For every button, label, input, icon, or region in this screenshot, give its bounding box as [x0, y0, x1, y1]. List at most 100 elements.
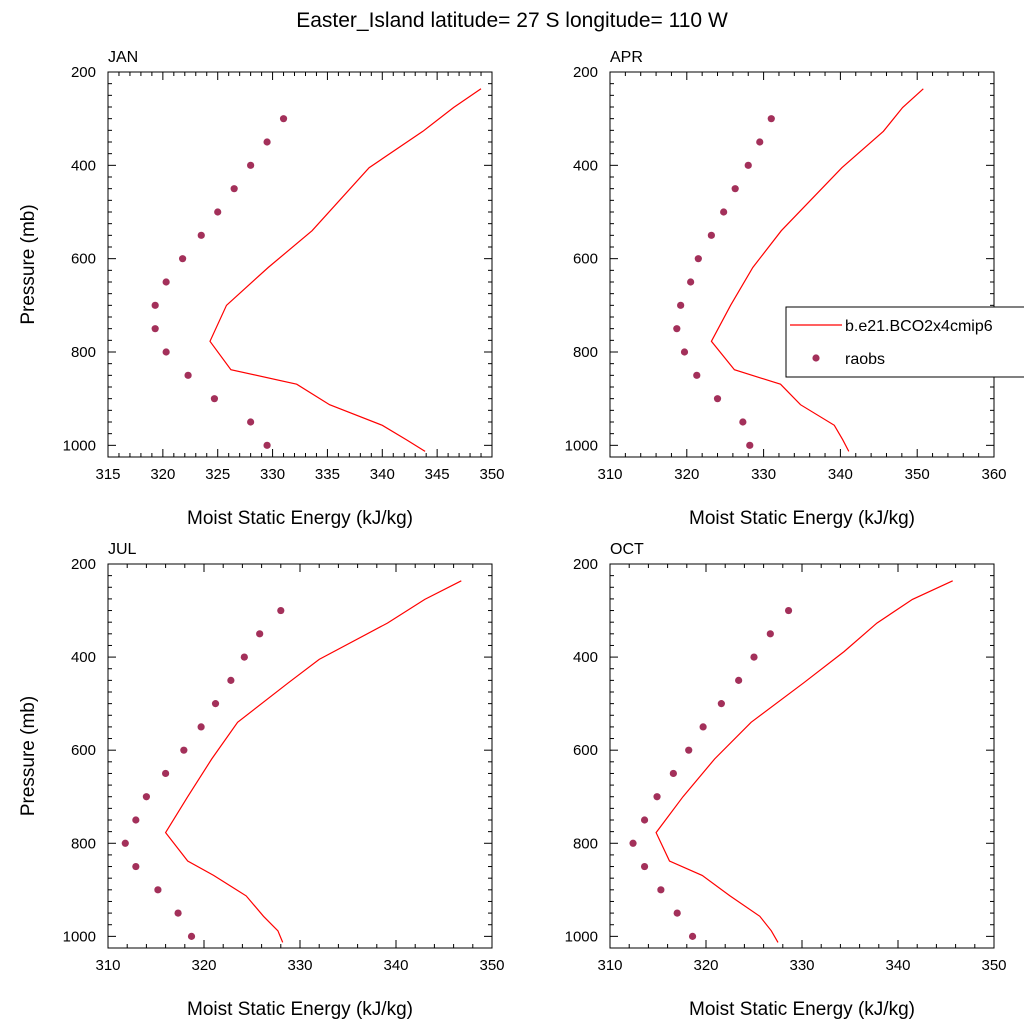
data-point-raobs [162, 278, 170, 286]
data-point-raobs [739, 418, 747, 426]
y-tick-label: 400 [71, 157, 96, 174]
y-tick-label: 1000 [565, 437, 598, 454]
data-point-raobs [694, 255, 702, 263]
legend-label-model: b.e21.BCO2x4cmip6 [845, 318, 993, 335]
data-point-raobs [256, 630, 264, 638]
data-point-raobs [673, 325, 681, 333]
y-axis-label: Pressure (mb) [18, 204, 39, 324]
data-point-raobs [210, 395, 219, 403]
x-tick-label: 340 [885, 957, 910, 974]
y-tick-label: 600 [573, 251, 598, 268]
data-point-raobs [735, 676, 743, 684]
x-tick-label: 310 [597, 957, 622, 974]
data-point-raobs [720, 208, 728, 216]
data-point-raobs [657, 886, 665, 894]
data-point-raobs [214, 208, 222, 216]
x-tick-label: 340 [383, 957, 408, 974]
data-point-raobs [132, 816, 140, 824]
data-point-raobs [673, 909, 681, 917]
data-point-raobs [640, 816, 649, 824]
data-point-raobs [132, 862, 140, 871]
y-tick-label: 600 [573, 742, 598, 759]
legend-label-raobs: raobs [845, 351, 885, 368]
plot-frame [107, 563, 493, 949]
x-tick-label: 315 [95, 466, 120, 483]
y-tick-label: 1000 [63, 928, 96, 945]
x-tick-label: 330 [789, 957, 814, 974]
x-tick-label: 330 [751, 466, 776, 483]
data-point-raobs [680, 348, 689, 356]
panel-title: APR [610, 49, 643, 66]
data-point-raobs [677, 301, 685, 309]
data-point-raobs [211, 700, 220, 708]
panel-jan: 315 320 325 330 335 340 345 350 200 400 600 800 1000… [18, 49, 505, 529]
data-point-raobs [187, 932, 196, 940]
data-point-raobs [151, 301, 159, 309]
data-point-raobs [277, 606, 285, 615]
x-axis-label: Moist Static Energy (kJ/kg) [689, 999, 915, 1020]
panel-jul: 310 320 330 340 350 200 400 600 800 1000 JUL Moist … [18, 541, 505, 1020]
x-tick-label: 325 [205, 466, 230, 483]
data-point-raobs [766, 630, 774, 638]
data-point-raobs [767, 115, 775, 123]
data-point-raobs [142, 793, 150, 801]
legend-box [785, 306, 1024, 378]
x-axis-label: Moist Static Energy (kJ/kg) [187, 999, 413, 1020]
x-tick-label: 350 [479, 957, 504, 974]
x-tick-label: 310 [597, 466, 622, 483]
panel-apr: 310 320 330 340 350 360 200 400 600 800 1000 APR Moi… [565, 49, 1007, 529]
data-point-raobs [653, 793, 661, 801]
x-tick-label: 340 [828, 466, 853, 483]
plot-frame [609, 563, 995, 949]
x-tick-label: 310 [95, 957, 120, 974]
y-tick-label: 800 [573, 344, 598, 361]
panels: 315 320 325 330 335 340 345 350 200 400 600 800 1000… [18, 49, 1007, 1020]
data-point-raobs [640, 862, 649, 871]
y-tick-label: 1000 [565, 928, 598, 945]
y-axis-label: Pressure (mb) [18, 696, 39, 816]
x-tick-label: 345 [425, 466, 450, 483]
y-tick-label: 200 [71, 556, 96, 573]
data-point-raobs [693, 371, 701, 379]
x-tick-label: 320 [191, 957, 216, 974]
series-line-model [710, 88, 924, 452]
x-tick-label: 320 [150, 466, 175, 483]
data-point-raobs [279, 115, 288, 123]
y-tick-label: 200 [71, 64, 96, 81]
y-tick-label: 200 [573, 556, 598, 573]
y-tick-label: 600 [71, 251, 96, 268]
data-point-raobs [669, 769, 677, 778]
x-axis-label: Moist Static Energy (kJ/kg) [689, 508, 915, 529]
x-axis-label: Moist Static Energy (kJ/kg) [187, 508, 413, 529]
data-point-raobs [750, 653, 758, 661]
y-tick-label: 800 [71, 344, 96, 361]
x-tick-label: 360 [981, 466, 1006, 483]
data-point-raobs [162, 769, 170, 778]
x-tick-label: 330 [287, 957, 312, 974]
data-point-raobs [197, 723, 205, 731]
y-tick-label: 400 [573, 649, 598, 666]
data-point-raobs [184, 371, 192, 379]
panel-title: JUL [108, 541, 137, 558]
data-point-raobs [197, 231, 205, 239]
data-point-raobs [263, 138, 271, 146]
data-point-raobs [685, 746, 693, 754]
x-tick-label: 350 [479, 466, 504, 483]
x-tick-label: 320 [693, 957, 718, 974]
data-point-raobs [784, 606, 793, 615]
x-tick-label: 350 [905, 466, 930, 483]
data-point-raobs [713, 395, 722, 403]
data-point-raobs [154, 886, 162, 894]
y-tick-label: 800 [71, 835, 96, 852]
legend: b.e21.BCO2x4cmip6 raobs [785, 306, 1024, 378]
data-point-raobs [247, 161, 255, 169]
data-point-raobs [162, 348, 170, 356]
data-point-raobs [227, 676, 235, 684]
data-point-raobs [174, 909, 182, 917]
y-tick-label: 1000 [63, 437, 96, 454]
y-tick-label: 600 [71, 742, 96, 759]
x-tick-label: 330 [260, 466, 285, 483]
series-line-model [164, 580, 462, 943]
data-point-raobs [180, 746, 188, 754]
